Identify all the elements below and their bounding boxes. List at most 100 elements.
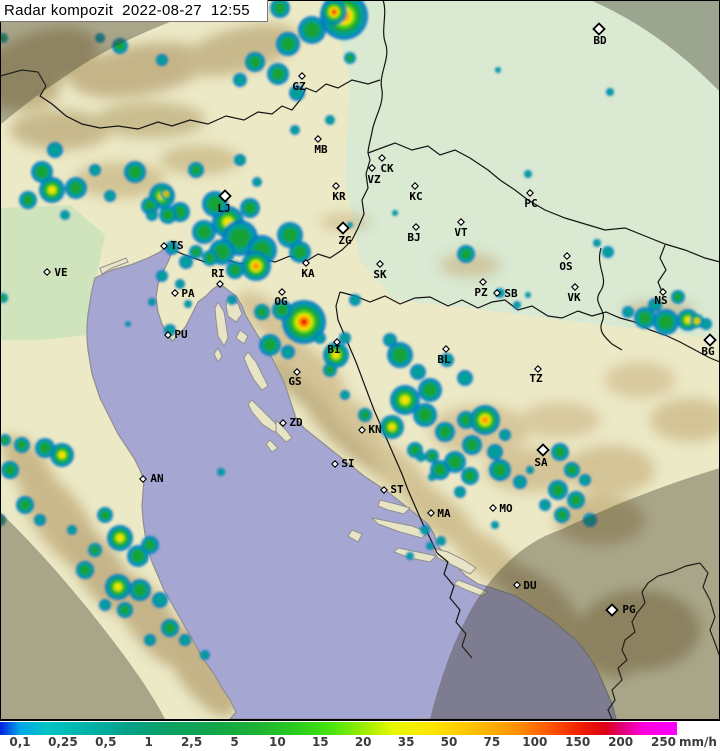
city-marker-icon	[293, 368, 301, 376]
radar-echo-cell	[235, 75, 245, 85]
radar-echo-cell	[481, 416, 489, 424]
city-marker-icon	[368, 164, 376, 172]
radar-echo-cell	[552, 484, 564, 496]
radar-echo-cell	[607, 89, 613, 95]
city-vz: VZ	[367, 164, 381, 186]
city-label: BL	[437, 353, 451, 366]
radar-echo-cell	[35, 515, 45, 525]
map-title: Radar kompozit 2022-08-27 12:55	[4, 2, 250, 19]
city-zd: ZD	[279, 416, 303, 429]
radar-echo-cell	[176, 280, 184, 288]
radar-echo-cell	[80, 565, 90, 575]
radar-echo-cell	[455, 487, 465, 497]
city-label: BI	[327, 343, 340, 356]
radar-echo-cell	[167, 243, 177, 253]
radar-echo-cell	[326, 116, 334, 124]
radar-echo-cell	[0, 295, 6, 301]
city-du: DU	[513, 579, 537, 592]
legend-value: 20	[354, 735, 372, 749]
radar-echo-cell	[448, 455, 462, 469]
radar-echo-cell	[412, 366, 424, 378]
city-label: KC	[409, 190, 422, 203]
city-bd: BD	[592, 22, 607, 47]
city-marker-icon	[489, 504, 497, 512]
city-og: OG	[274, 288, 288, 308]
radar-echo-cell	[332, 351, 340, 359]
city-marker-icon	[378, 154, 386, 162]
radar-echo-cell	[96, 34, 104, 42]
radar-echo-cell	[58, 451, 66, 459]
radar-echo-cell	[315, 333, 325, 343]
radar-echo-cell	[165, 193, 167, 195]
city-label: OS	[559, 260, 572, 273]
radar-echo-cell	[244, 202, 256, 214]
radar-echo-cell	[145, 201, 155, 211]
radar-echo-cell	[100, 600, 110, 610]
radar-echo-cell	[5, 465, 15, 475]
city-marker-icon	[534, 365, 542, 373]
radar-echo-cell	[39, 442, 51, 454]
city-label: PC	[524, 197, 537, 210]
city-label: CK	[380, 162, 394, 175]
radar-echo-cell	[116, 534, 124, 542]
radar-echo-cell	[429, 474, 435, 480]
city-marker-icon	[314, 135, 322, 143]
radar-echo-cell	[300, 318, 308, 326]
city-label: PG	[622, 603, 636, 616]
radar-echo-cell	[638, 311, 652, 325]
city-label: LJ	[217, 202, 230, 215]
radar-echo-cell	[192, 248, 200, 256]
radar-echo-cell	[500, 430, 510, 440]
radar-echo-cell	[437, 537, 445, 545]
city-label: DU	[523, 579, 537, 592]
city-kc: KC	[409, 182, 423, 203]
radar-echo-layer	[0, 0, 712, 660]
city-marker-icon	[513, 581, 521, 589]
po-valley-plain	[0, 205, 105, 340]
radar-echo-cell	[495, 67, 501, 73]
city-ts: TS	[160, 239, 184, 252]
city-marker-icon	[279, 419, 287, 427]
city-ri: RI	[211, 267, 225, 288]
city-marker-icon	[571, 283, 579, 291]
city-pu: PU	[164, 328, 188, 341]
radar-echo-cell	[201, 651, 209, 659]
city-marker-icon	[526, 189, 534, 197]
radar-echo-cell	[191, 165, 201, 175]
radar-echo-cell	[400, 395, 410, 405]
radar-echo-cell	[163, 210, 173, 220]
title-bar: Radar kompozit 2022-08-27 12:55	[0, 0, 268, 22]
city-marker-icon	[427, 509, 435, 517]
radar-echo-cell	[180, 635, 190, 645]
radar-echo-cell	[145, 635, 155, 645]
radar-echo-cell	[392, 347, 408, 363]
city-marker-icon	[278, 288, 286, 296]
city-gs: GS	[288, 368, 302, 388]
city-marker-icon	[479, 278, 487, 286]
city-an: AN	[139, 472, 164, 485]
city-st: ST	[380, 483, 404, 496]
radar-echo-cell	[594, 240, 600, 246]
legend-value: 50	[440, 735, 458, 749]
city-vt: VT	[454, 218, 468, 239]
radar-echo-cell	[658, 314, 674, 330]
radar-echo-cell	[442, 355, 452, 365]
radar-echo-cell	[555, 447, 565, 457]
city-sa: SA	[534, 443, 550, 469]
radar-echo-cell	[257, 307, 267, 317]
radar-echo-cell	[421, 526, 429, 534]
city-label: SK	[373, 268, 387, 281]
radar-echo-cell	[340, 333, 350, 343]
radar-echo-cell	[423, 383, 437, 397]
city-sk: SK	[373, 260, 387, 281]
city-label: NS	[654, 294, 667, 307]
legend-value: 0,1	[9, 735, 31, 749]
pannonian-plain	[330, 0, 720, 340]
radar-echo-cell	[252, 262, 260, 270]
city-pg: PG	[605, 603, 636, 617]
radar-echo-cell	[115, 41, 125, 51]
radar-echo-cell	[149, 299, 155, 305]
legend-value: 150	[565, 735, 591, 749]
